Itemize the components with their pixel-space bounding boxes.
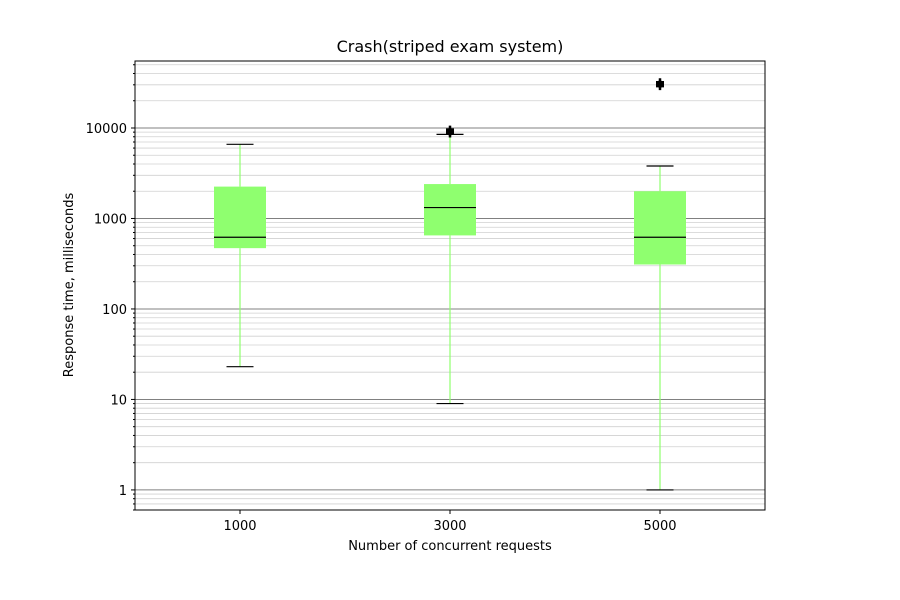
x-axis-label: Number of concurrent requests: [348, 539, 552, 554]
x-tick-label: 5000: [643, 519, 676, 534]
outlier-point: [446, 125, 454, 134]
chart-title: Crash(striped exam system): [337, 37, 564, 56]
x-tick-label: 3000: [433, 519, 466, 534]
box-iqr: [214, 186, 266, 249]
y-tick-label: 10: [110, 393, 127, 408]
axes: 1 10 100 1000 10000 1000 3000 5000: [86, 64, 677, 534]
y-axis-label: Response time, milliseconds: [62, 193, 77, 378]
y-tick-label: 10000: [86, 122, 127, 137]
y-tick-label: 1000: [94, 212, 127, 227]
box-iqr: [424, 184, 476, 236]
y-tick-label: 100: [102, 303, 127, 318]
x-tick-label: 1000: [223, 519, 256, 534]
y-tick-label: 1: [119, 484, 127, 499]
box-series: [214, 78, 686, 491]
box-iqr: [634, 191, 686, 265]
outlier-point: [656, 78, 664, 87]
